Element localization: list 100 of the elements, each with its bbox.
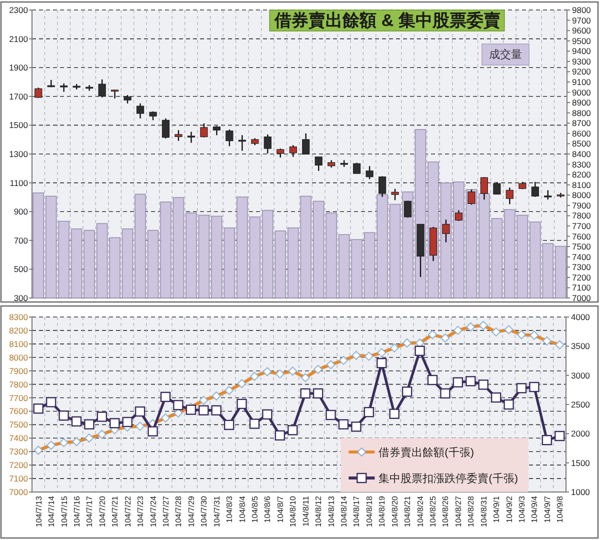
y2-tick-label: 8000 [572, 190, 592, 200]
y2-tick-label: 8900 [572, 98, 592, 108]
candlestick [200, 122, 208, 138]
point [288, 425, 298, 436]
y-tick-label: 7200 [9, 460, 28, 470]
point [478, 380, 488, 390]
point [414, 346, 425, 356]
point [376, 358, 387, 368]
point [198, 405, 209, 416]
point [326, 410, 336, 420]
y-tick-label: 7300 [9, 446, 28, 457]
text: 成交量 [489, 48, 522, 61]
x-tick-label: 104/8/11 [301, 495, 310, 527]
x-tick-label: 104/7/14 [47, 495, 56, 528]
candlestick [468, 188, 476, 206]
y-tick-label: 2300 [9, 5, 28, 15]
point [211, 405, 222, 416]
y2-tick-label: 1000 [571, 487, 590, 497]
y2-tick-label: 8800 [572, 108, 592, 118]
x-tick-label: 104/8/31 [479, 495, 488, 528]
point [110, 418, 120, 428]
y2-tick-label: 9700 [572, 15, 592, 26]
candlestick [544, 190, 552, 200]
candlestick [226, 128, 234, 147]
point [71, 416, 82, 427]
point [262, 409, 272, 420]
x-tick-label: 104/8/12 [314, 495, 324, 528]
point [249, 418, 260, 429]
y2-tick-label: 8500 [572, 138, 592, 149]
x-tick-label: 104/7/21 [110, 495, 120, 528]
x-tick-label: 104/7/31 [212, 495, 222, 528]
y-tick-label: 8000 [9, 352, 28, 362]
x-tick-label: 104/9/4 [530, 495, 540, 523]
y-tick-label: 7900 [9, 366, 28, 376]
x-tick-label: 104/8/19 [378, 495, 387, 528]
y2-tick-label: 9000 [572, 87, 592, 98]
point [529, 382, 540, 392]
point [300, 388, 310, 399]
y-tick-label: 7600 [9, 406, 28, 416]
point [148, 426, 158, 436]
x-tick-label: 104/7/28 [174, 495, 184, 528]
point [186, 404, 196, 415]
y2-tick-label: 7600 [572, 231, 592, 242]
x-tick-label: 104/8/27 [454, 495, 463, 528]
point [351, 422, 362, 432]
y2-tick-label: 9800 [572, 5, 592, 15]
y-tick-label: 300 [14, 293, 28, 303]
x-tick-label: 104/7/16 [72, 495, 82, 528]
x-tick-label: 104/8/26 [441, 495, 450, 528]
y-tick-label: 1500 [9, 120, 28, 130]
y2-tick-label: 4000 [571, 312, 590, 322]
candlestick [454, 210, 463, 222]
y2-tick-label: 9400 [572, 46, 592, 56]
x-tick-label: 104/7/20 [98, 495, 107, 528]
y-tick-label: 7100 [9, 474, 28, 484]
y2-tick-label: 7200 [572, 272, 592, 282]
x-tick-label: 104/9/8 [556, 495, 565, 523]
x-tick-label: 104/9/2 [504, 495, 514, 523]
x-tick-label: 104/8/20 [390, 495, 400, 528]
y-tick-label: 500 [14, 264, 28, 274]
chart-title: 借券賣出餘額 & 集中股票委賣 [274, 11, 500, 30]
x-tick-label: 104/7/27 [162, 495, 170, 528]
y2-tick-label: 9200 [572, 66, 592, 77]
y2-tick-label: 9500 [572, 36, 592, 46]
point [452, 377, 464, 388]
candlestick [264, 134, 272, 154]
candlestick [60, 82, 68, 92]
y-tick-label: 900 [14, 206, 28, 217]
point [389, 408, 400, 419]
point [173, 400, 184, 410]
candlestick [136, 102, 144, 120]
y2-tick-label: 7500 [572, 242, 592, 252]
y-tick-label: 8200 [9, 325, 28, 336]
y-tick-label: 8100 [9, 338, 28, 349]
y2-tick-label: 8200 [572, 170, 592, 180]
x-tick-label: 104/7/29 [186, 495, 196, 528]
point [46, 397, 56, 408]
y2-tick-label: 8700 [572, 118, 592, 128]
point [440, 388, 450, 399]
y-tick-label: 1700 [9, 91, 28, 102]
point [160, 392, 171, 402]
x-tick-label: 104/8/25 [428, 495, 438, 528]
point [516, 383, 527, 394]
y2-tick-label: 9100 [572, 77, 592, 87]
candlestick [506, 186, 514, 205]
y2-tick-label: 7400 [572, 252, 592, 262]
y2-tick-label: 7700 [572, 221, 592, 231]
candlestick [442, 219, 450, 243]
point [504, 399, 514, 410]
candlestick [289, 144, 297, 158]
x-tick-label: 104/7/30 [200, 495, 209, 528]
y-tick-label: 2100 [9, 34, 28, 44]
x-tick-label: 104/9/7 [542, 495, 552, 523]
y-tick-label: 1900 [9, 62, 28, 73]
y2-tick-label: 8400 [572, 149, 592, 159]
candlestick [391, 188, 399, 201]
candlestick [110, 89, 119, 100]
x-tick-label: 104/8/24 [416, 495, 425, 528]
x-tick-label: 104/7/15 [60, 495, 69, 528]
x-tick-label: 104/8/4 [238, 495, 247, 523]
